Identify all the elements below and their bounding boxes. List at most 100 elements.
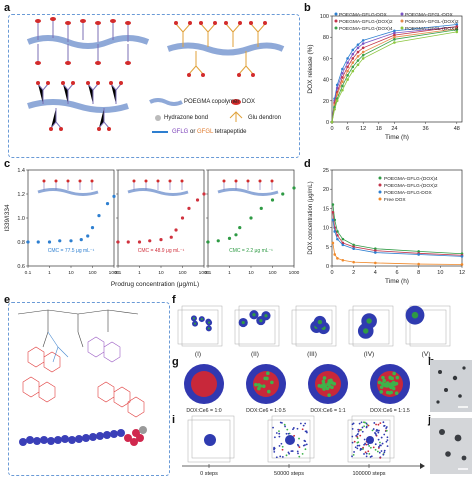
chart-b-legend-1: POEGMA-GFGL-DOX [405, 12, 454, 18]
chart-c1-point-0 [26, 240, 30, 244]
chart-c3-dox-1 [234, 179, 238, 183]
panel-i-bead-2-39 [302, 444, 305, 447]
chart-d-ytick-label-0: 0 [326, 264, 329, 270]
panel-g-ce6-3-6 [327, 393, 331, 397]
legend-tetrapeptide: GFLG or GFGL tetrapeptide [172, 129, 247, 135]
panel-g-ce6-3-14 [327, 379, 332, 383]
chart-c2-xtick-label-0: 0.1 [115, 270, 122, 276]
chart-b-point-1-8 [393, 31, 396, 35]
panel-g-ce6-3-16 [332, 382, 337, 386]
panel-i-bead-3-9 [368, 445, 371, 447]
chart-d-legend-2: POEGMA-GFLG-DOX [384, 190, 433, 196]
panel-i-cluster-1 [204, 434, 216, 446]
chart-d: 0 2 4 6 8 10 12 0 5 10 15 20 25 Time (h) DOX concentra… [308, 168, 465, 285]
chart-b: 0 6 12 18 24 36 48 0 20 40 60 80 100 Time (h) DOX rele… [307, 12, 463, 141]
panel-f-box-back-1 [181, 305, 223, 347]
panel-i-bead-3-72 [374, 448, 377, 451]
panel-i-bead-3-5 [362, 446, 364, 449]
chart-b-point-3-4 [346, 69, 349, 73]
chart-c1-point-10 [112, 194, 116, 198]
chart-b-line-1 [331, 26, 457, 123]
chart-b-point-5-6 [356, 63, 360, 67]
panel-i-bead-3-21 [355, 434, 358, 437]
panel-a-frame [8, 14, 300, 158]
chart-c2-cmc: CMC = 48.9 μg mL⁻¹ [138, 248, 185, 254]
panel-f-box-back-2 [238, 305, 280, 347]
legend-tetra-or: or [188, 129, 198, 135]
chart-b-point-0-8 [393, 29, 396, 33]
chart-c2-xtick-label-2: 10 [158, 270, 164, 276]
panel-i-bead-3-14 [376, 450, 379, 453]
legend-tetra-gfgl: GFGL [197, 129, 214, 135]
panel-i-box-2 [267, 415, 315, 463]
panel-g-ce6-3-9 [322, 387, 326, 391]
chart-d-point-2-7 [460, 255, 464, 258]
panel-i-bead-3-102 [362, 448, 364, 450]
panel-i-box-front-3 [347, 419, 391, 463]
chart-d-ytick-label-5: 25 [323, 168, 329, 174]
chart-b-point-5-1 [333, 107, 336, 111]
chart-d-legend-marker-0 [378, 176, 382, 180]
chart-b-line-2 [331, 26, 457, 123]
panel-i-bead-3-104 [370, 455, 373, 458]
chart-c3-schematic [217, 179, 279, 196]
panel-i-bead-3-73 [363, 438, 366, 441]
panel-i-bead-2-40 [275, 456, 278, 459]
panel-g-ce6-4-22 [388, 384, 392, 388]
chart-d-point-3-6 [417, 262, 420, 266]
chart-d-legend-1: POEGMA-GFLG-(DOX)2 [384, 183, 438, 189]
chart-c2-point-10 [202, 192, 206, 196]
panel-a-schematic [26, 17, 285, 133]
chart-c1-schematic [37, 179, 99, 196]
panel-i-bead-2-35 [298, 446, 301, 449]
chart-b-point-1-3 [341, 71, 344, 75]
chart-d-point-0-4 [352, 243, 355, 247]
chart-c3-point-0 [206, 240, 210, 244]
chart-c2-dox-0 [132, 179, 136, 183]
chart-c1-cmc: CMC = 77.5 μg mL⁻¹ [48, 248, 95, 254]
panel-i-bead-2-41 [281, 445, 284, 448]
chart-d-point-0-2 [336, 230, 339, 233]
legend-copolymer: POEGMA copolymer [184, 99, 240, 105]
panel-g-label-2: DOX:Ce6 = 1:0.5 [246, 408, 286, 414]
chart-d-point-2-5 [374, 251, 377, 254]
chart-c2-point-3 [148, 239, 152, 243]
panel-i-bead-3-16 [380, 450, 383, 452]
panel-f-snapshots: (I) (II) (III) (IV) (V) [177, 305, 451, 358]
chart-b-line-4 [331, 29, 457, 123]
panel-g-core-2 [253, 371, 279, 397]
panel-f-box-5 [405, 305, 451, 347]
panel-i-bead-3-59 [357, 430, 360, 433]
panel-i-bead-3-98 [357, 432, 359, 435]
panel-i-bead-3-106 [375, 430, 378, 432]
panel-g-ce6-4-25 [394, 391, 399, 396]
chart-d-xtick-label-0: 0 [330, 270, 333, 276]
panel-label-b: b [304, 2, 311, 14]
panel-i-bead-3-99 [379, 456, 382, 459]
chart-d-point-3-4 [352, 260, 355, 264]
panel-i-bead-2-9 [284, 425, 286, 428]
panel-g-micelle-4 [370, 364, 410, 404]
chart-c1-xtick-label-2: 10 [68, 270, 74, 276]
panel-i-bead-2-5 [288, 452, 291, 455]
copolymer-legend-icon [149, 98, 183, 106]
chart-b-legend-5: POEGMA-GFGL-(DOX)4 [405, 26, 459, 32]
chart-d-point-2-0 [331, 218, 335, 222]
chart-b-point-3-3 [341, 80, 344, 84]
chart-d-xlabel: Time (h) [385, 278, 409, 285]
panel-g-micelle-1 [184, 364, 224, 404]
chart-c1-ytick-label-3: 1.2 [17, 192, 25, 198]
panel-i-bead-3-24 [368, 452, 371, 455]
panel-i-bead-3-53 [361, 430, 364, 433]
chart-d-ytick-label-1: 5 [326, 245, 329, 251]
chart-c1-xtick-label-1: 1 [48, 270, 51, 276]
chart-c2-point-9 [195, 198, 200, 202]
panel-i-bead-3-83 [357, 441, 360, 444]
chart-c1-point-8 [97, 214, 101, 218]
panel-f-core-1-5 [207, 327, 210, 330]
chart-b-point-0-5 [351, 48, 355, 52]
legend-tetra-suffix: tetrapeptide [213, 129, 247, 135]
panel-label-c: c [4, 158, 11, 170]
panel-g-ce6-4-8 [395, 375, 400, 380]
panel-i-bead-3-17 [353, 451, 355, 453]
